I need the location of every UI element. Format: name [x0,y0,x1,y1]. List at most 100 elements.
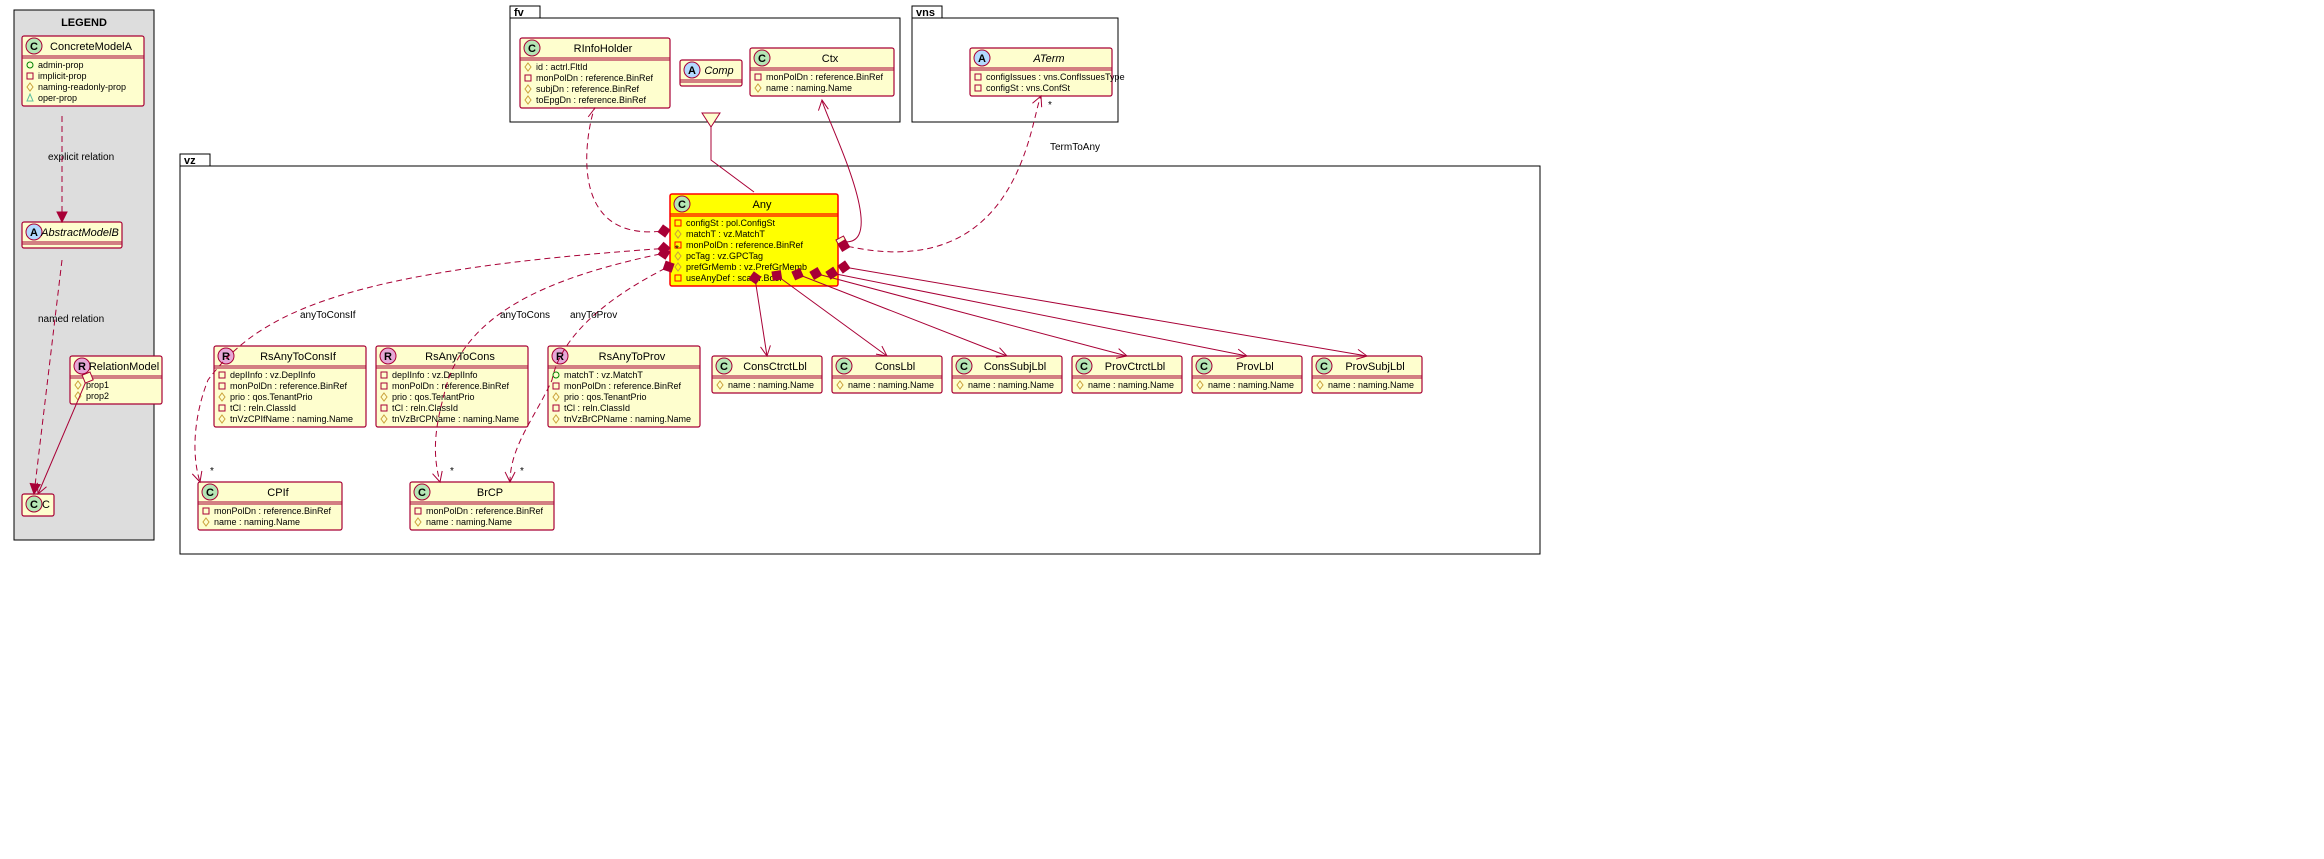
attr: name : naming.Name [968,380,1054,390]
attr: monPolDn : reference.BinRef [392,381,510,391]
class-name: ProvCtrctLbl [1105,361,1166,373]
class-name: RsAnyToCons [425,351,495,363]
attr: configIssues : vns.ConfIssuesType [986,72,1125,82]
svg-text:C: C [30,41,38,53]
svg-text:*: * [520,466,524,477]
class-ctx: CCtxmonPolDn : reference.BinRefname : na… [750,48,894,96]
attr: tnVzCPIfName : naming.Name [230,414,353,424]
class-name: ConsCtrctLbl [743,361,807,373]
class-name: Any [753,199,772,211]
class-rsanytocons: RRsAnyToConsdepIInfo : vz.DepIInfomonPol… [376,346,528,427]
edge [810,272,1127,356]
class-comp: A Comp [680,60,742,86]
attr: matchT : vz.MatchT [686,229,765,239]
class-c: CC [22,494,54,516]
class-name: BrCP [477,487,503,499]
svg-text:named relation: named relation [38,314,104,325]
attr: admin-prop [38,60,84,70]
class-name: ATerm [1032,53,1064,65]
attr: monPolDn : reference.BinRef [426,506,544,516]
svg-text:R: R [78,361,86,373]
attr: monPolDn : reference.BinRef [536,73,654,83]
class-provctrctlbl: CProvCtrctLblname : naming.Name [1072,356,1182,393]
class-provlbl: C ProvLbl name : naming.Name [1192,356,1302,393]
attr: monPolDn : reference.BinRef [766,72,884,82]
class-name: ConsLbl [875,361,915,373]
attr: monPolDn : reference.BinRef [564,381,682,391]
class-name: ConcreteModelA [50,41,133,53]
class-name: AbstractModelB [40,227,119,239]
class-name: C [42,499,50,511]
svg-text:C: C [418,487,426,499]
attr: tnVzBrCPName : naming.Name [564,414,691,424]
attr: configSt : vns.ConfSt [986,83,1071,93]
attr: id : actrl.FltId [536,62,588,72]
svg-text:C: C [528,43,536,55]
svg-text:anyToConsIf: anyToConsIf [300,310,356,321]
class-name: CPIf [267,487,289,499]
attr: tCl : reln.ClassId [392,403,458,413]
svg-text:C: C [840,361,848,373]
attr: oper-prop [38,93,77,103]
svg-text:R: R [384,351,392,363]
class-concretemodela: C ConcreteModelA admin-propimplicit-propna… [22,36,144,106]
svg-text:LEGEND: LEGEND [61,17,107,29]
edge [792,272,1007,356]
class-name: Comp [704,65,733,77]
attr: name : naming.Name [766,83,852,93]
svg-text:C: C [758,53,766,65]
attr: monPolDn : reference.BinRef [686,240,804,250]
attr: tCl : reln.ClassId [230,403,296,413]
svg-text:C: C [30,499,38,511]
svg-text:C: C [678,199,686,211]
attr: naming-readonly-prop [38,82,126,92]
attr: pcTag : vz.GPCTag [686,251,763,261]
attr: tCl : reln.ClassId [564,403,630,413]
class-brcp: CBrCPmonPolDn : reference.BinRefname : n… [410,482,554,530]
attr: matchT : vz.MatchT [564,370,643,380]
svg-text:C: C [720,361,728,373]
svg-text:vns: vns [916,7,935,19]
edge [587,108,670,232]
svg-text:explicit relation: explicit relation [48,152,114,163]
attr: name : naming.Name [1328,380,1414,390]
svg-text:A: A [688,65,696,77]
class-name: ProvLbl [1236,361,1273,373]
attr: prefGrMemb : vz.PrefGrMemb [686,262,807,272]
attr: prop2 [86,391,109,401]
svg-text:fv: fv [514,7,525,19]
svg-text:*: * [675,244,679,255]
class-rinfoholder: CRInfoHolderid : actrl.FltIdmonPolDn : r… [520,38,670,108]
svg-text:A: A [30,227,38,239]
attr: toEpgDn : reference.BinRef [536,95,647,105]
class-cpif: CCPIfmonPolDn : reference.BinRefname : n… [198,482,342,530]
class-name: RsAnyToProv [599,351,666,363]
diagram-canvas: LEGEND C ConcreteModelA admin-propimplicit-… [0,0,1560,570]
svg-text:A: A [978,53,986,65]
svg-text:TermToAny: TermToAny [1050,142,1100,153]
attr: useAnyDef : scalar.Bool [686,273,782,283]
class-abstractmodelb: AAbstractModelB [22,222,122,248]
svg-text:C: C [206,487,214,499]
svg-text:*: * [210,466,214,477]
class-name: RelationModel [89,361,159,373]
edge [826,272,1247,356]
attr: prio : qos.TenantPrio [564,392,647,402]
attr: name : naming.Name [728,380,814,390]
attr: monPolDn : reference.BinRef [230,381,348,391]
svg-text:vz: vz [184,155,196,167]
class-conssubjlbl: CConsSubjLblname : naming.Name [952,356,1062,393]
attr: prio : qos.TenantPrio [392,392,475,402]
attr: implicit-prop [38,71,87,81]
svg-text:*: * [1048,100,1052,111]
edge [711,113,754,192]
attr: name : naming.Name [1208,380,1294,390]
svg-text:C: C [1320,361,1328,373]
attr: name : naming.Name [1088,380,1174,390]
svg-text:C: C [1200,361,1208,373]
class-consctrctlbl: C ConsCtrctLbl name : naming.Name [712,356,822,393]
attr: subjDn : reference.BinRef [536,84,640,94]
attr: monPolDn : reference.BinRef [214,506,332,516]
svg-text:anyToProv: anyToProv [570,310,617,321]
svg-text:C: C [960,361,968,373]
